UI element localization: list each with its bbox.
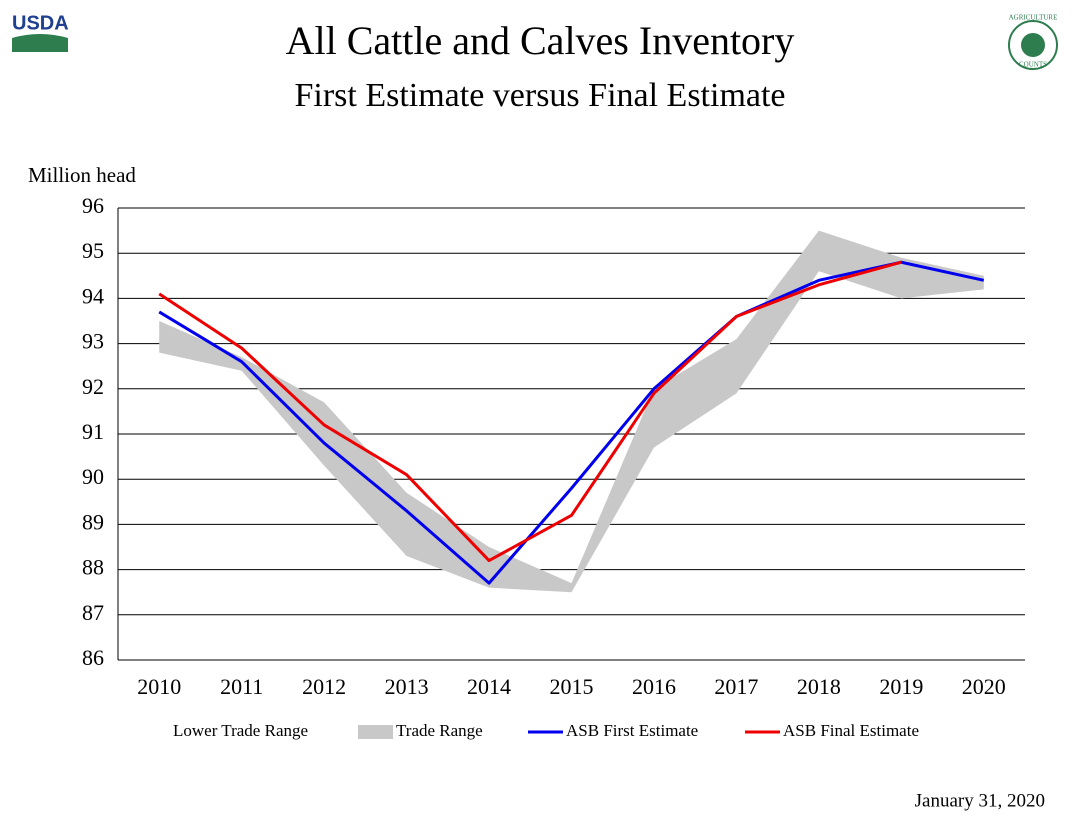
logo-swoosh [12, 34, 68, 52]
x-tick-label: 2020 [962, 674, 1006, 699]
y-tick-label: 93 [82, 329, 104, 354]
legend-label: ASB First Estimate [566, 721, 698, 740]
x-tick-label: 2014 [467, 674, 511, 699]
logo-text: AGRICULTURE [1009, 14, 1058, 22]
ag-counts-logo: AGRICULTURE COUNTS [1008, 14, 1058, 70]
x-tick-label: 2011 [220, 674, 263, 699]
x-tick-label: 2013 [385, 674, 429, 699]
line [158, 260, 902, 563]
y-tick-label: 95 [82, 238, 104, 263]
x-tick-label: 2016 [632, 674, 676, 699]
x-tick-label: 2017 [714, 674, 758, 699]
y-tick-label: 90 [82, 464, 104, 489]
chart-title: All Cattle and Calves Inventory [286, 18, 795, 63]
y-tick-label: 87 [82, 600, 104, 625]
x-tick-label: 2018 [797, 674, 841, 699]
legend-swatch [358, 725, 393, 739]
logo-center [1021, 33, 1045, 57]
logo-ring [1008, 20, 1058, 70]
x-tick-label: 2010 [137, 674, 181, 699]
y-tick-label: 96 [82, 193, 104, 218]
legend-label: Trade Range [396, 721, 483, 740]
legend-label: Lower Trade Range [173, 721, 308, 740]
y-tick-label: 94 [82, 283, 104, 308]
usda-logo: USDA [12, 12, 69, 52]
chart-subtitle: First Estimate versus Final Estimate [294, 77, 785, 114]
x-tick-label: 2012 [302, 674, 346, 699]
y-axis-label: Million head [28, 163, 136, 187]
y-tick-label: 88 [82, 555, 104, 580]
y-tick-label: 89 [82, 509, 104, 534]
logo-text: COUNTS [1019, 61, 1047, 69]
legend-label: ASB Final Estimate [783, 721, 919, 740]
logo-text: USDA [12, 12, 69, 34]
x-tick-label: 2015 [550, 674, 594, 699]
y-tick-label: 92 [82, 374, 104, 399]
y-tick-label: 86 [82, 645, 104, 670]
y-tick-label: 91 [82, 419, 104, 444]
area [159, 271, 984, 660]
date: January 31, 2020 [915, 790, 1045, 811]
line [158, 260, 985, 585]
area [159, 230, 984, 593]
x-tick-label: 2019 [879, 674, 923, 699]
